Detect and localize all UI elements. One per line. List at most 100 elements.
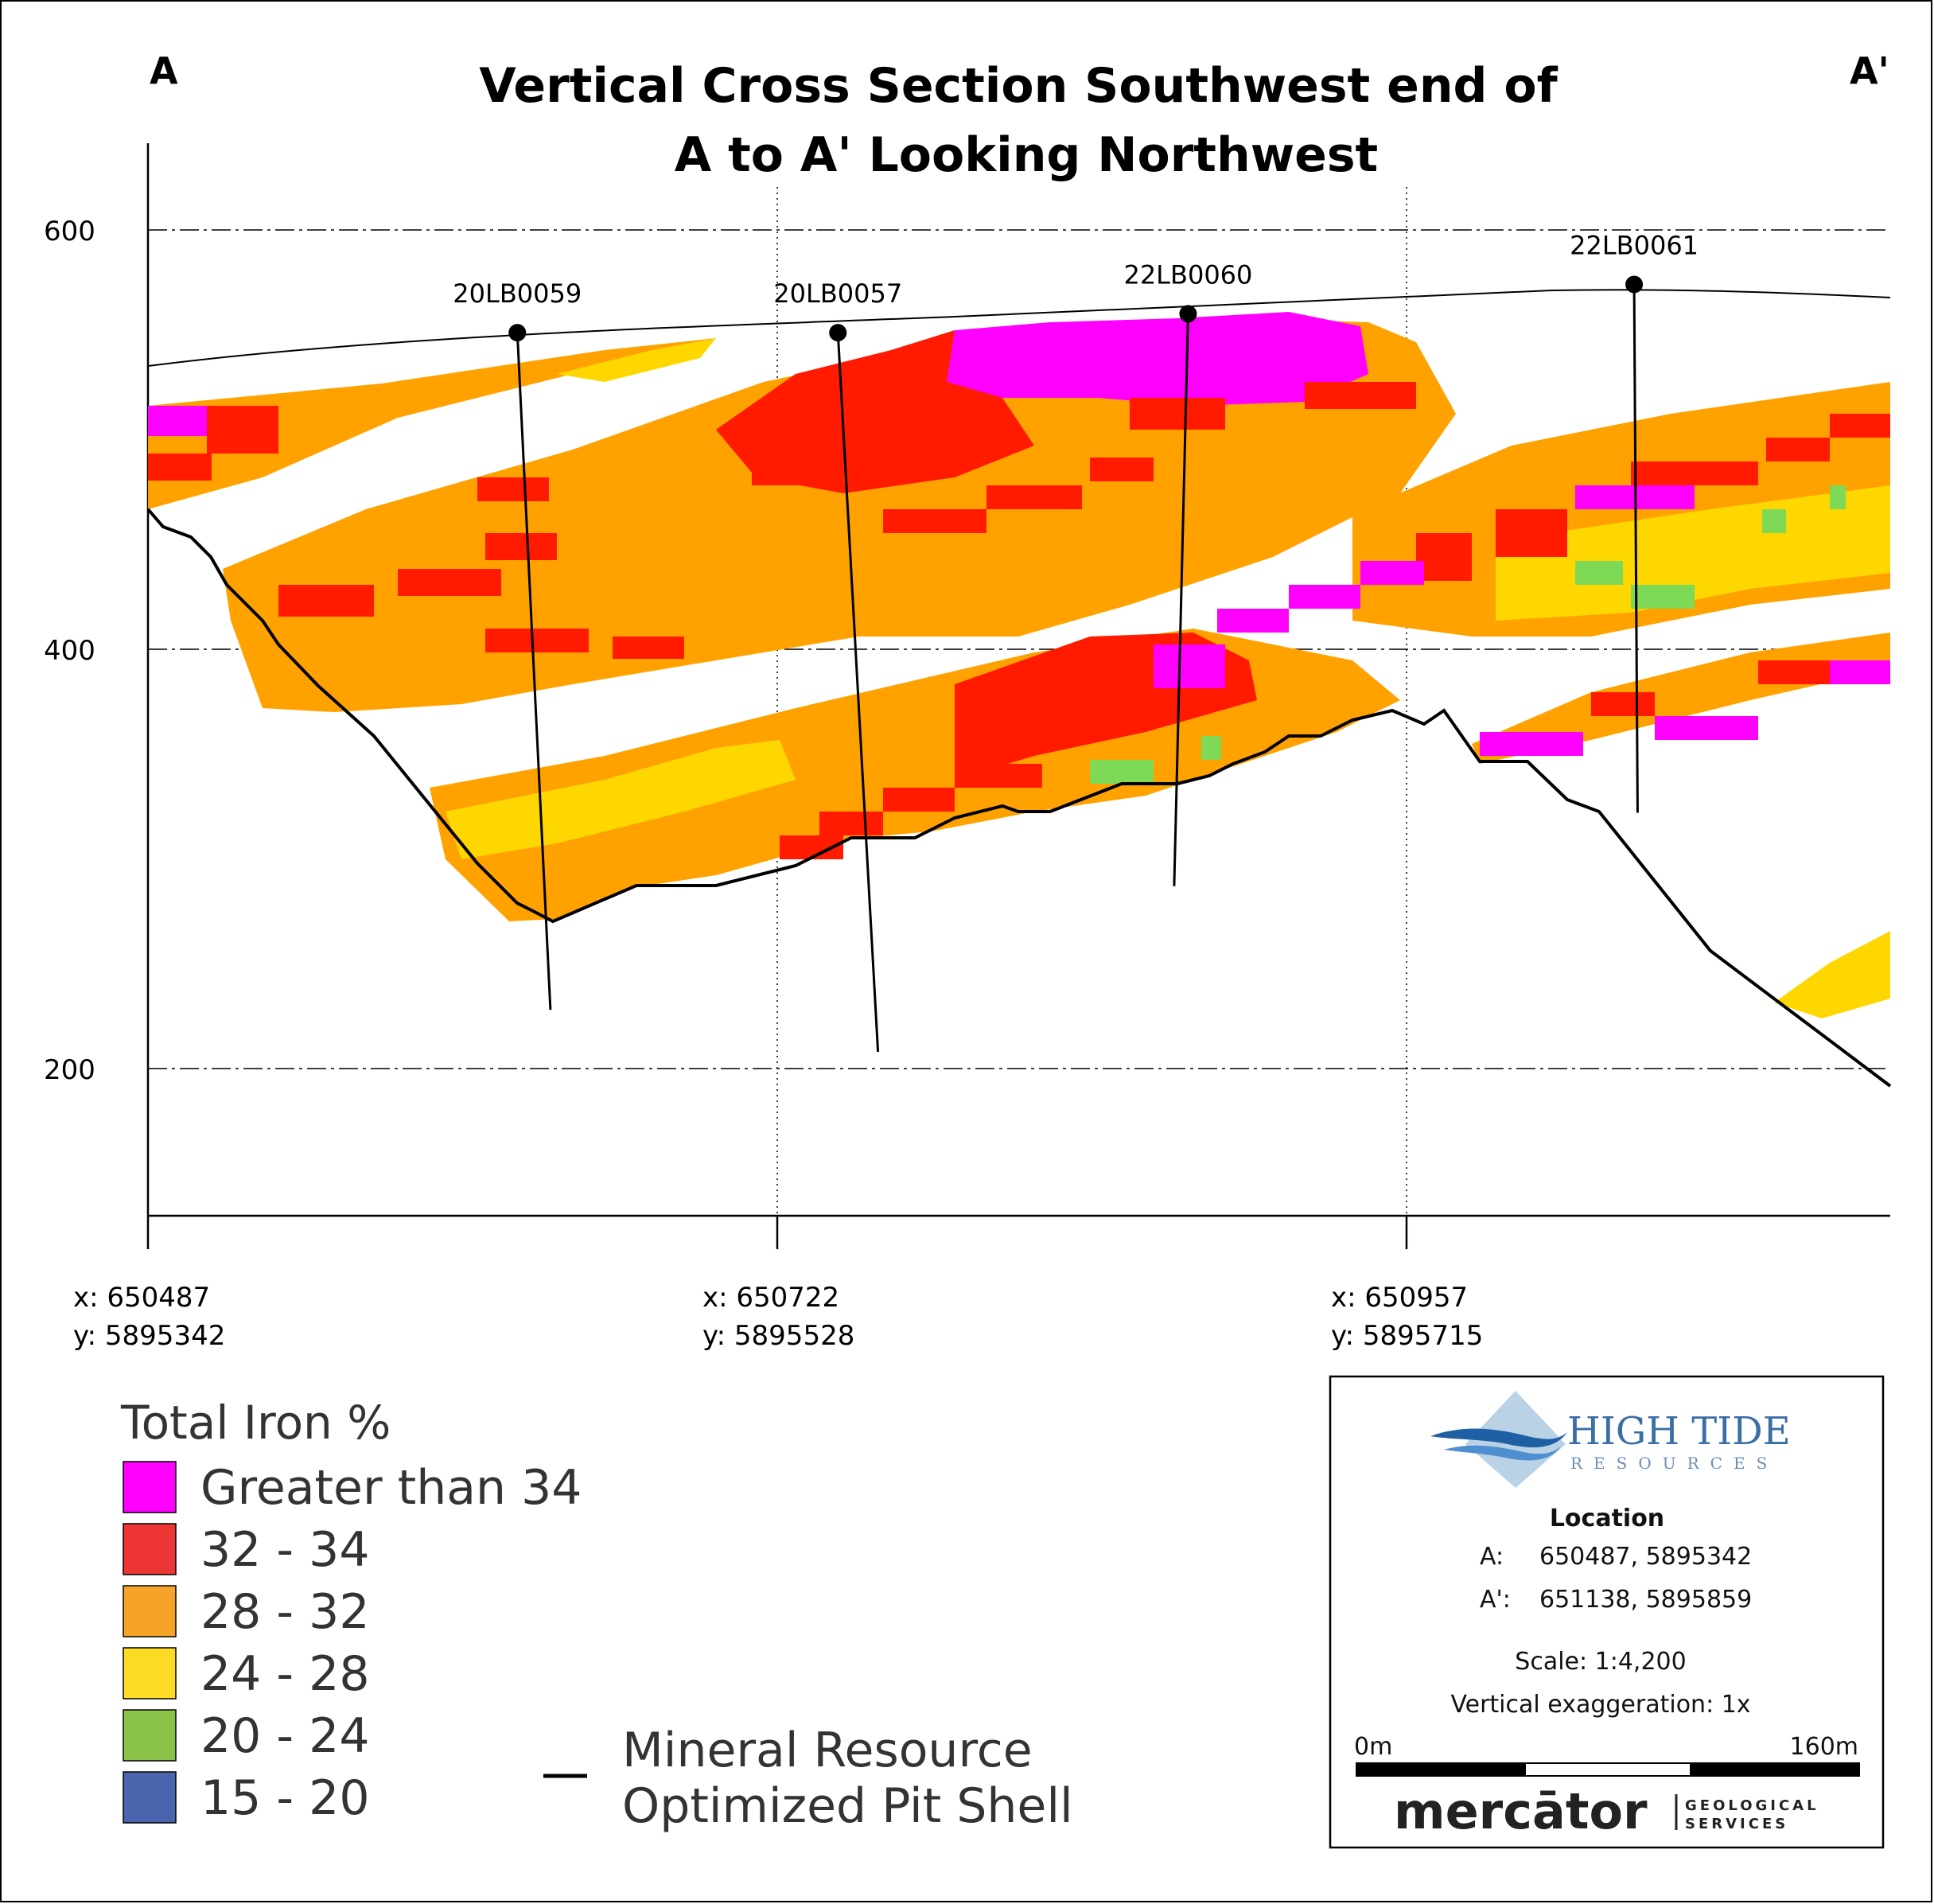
red-block-3: [1130, 398, 1225, 430]
map-title-line-1: Vertical Cross Section Southwest end of: [479, 58, 1558, 114]
scale-bar-segment-3: [1690, 1763, 1859, 1776]
info-box: HIGH TIDE RESOURCES Location A: 650487, …: [1329, 1375, 1885, 1849]
legend-label-28-32: 28 - 32: [200, 1584, 370, 1640]
consultant-name: mercātor: [1394, 1782, 1648, 1840]
green-block-5: [1762, 509, 1786, 533]
easting-label-3-y: y: 5895715: [1331, 1320, 1483, 1352]
red-block-24: [1758, 660, 1830, 684]
vertical-exaggeration-text: Vertical exaggeration: 1x: [1450, 1691, 1750, 1719]
red-block-14: [613, 637, 684, 659]
drillhole-collar-2: [829, 324, 847, 342]
legend-item-32-34: 32 - 34: [123, 1522, 370, 1578]
legend-swatch-32-34: [123, 1523, 177, 1575]
magenta-zone-top: [947, 312, 1368, 406]
yellow-band-far-right: [1774, 931, 1890, 1018]
legend-label-32-34: 32 - 34: [200, 1522, 370, 1578]
magenta-block-6: [1154, 644, 1225, 688]
drillhole-collar-4: [1625, 275, 1644, 294]
location-a-label: A:: [1480, 1543, 1504, 1571]
red-block-5: [1090, 458, 1154, 481]
scale-text: Scale: 1:4,200: [1515, 1648, 1686, 1676]
company-logo: HIGH TIDE RESOURCES: [1430, 1391, 1791, 1488]
magenta-block-3: [1360, 561, 1424, 585]
consultant-sub-2: SERVICES: [1685, 1816, 1788, 1832]
scale-bar-segment-1: [1356, 1763, 1526, 1776]
easting-label-1-y: y: 5895342: [73, 1320, 225, 1352]
block-model: [148, 312, 1890, 1018]
green-block-3: [1575, 561, 1623, 585]
location-a-value: 650487, 5895342: [1539, 1543, 1752, 1571]
drillholes: 20LB0059 20LB0057 22LB0060 22LB0061: [453, 231, 1699, 1053]
drillhole-label-3: 22LB0060: [1123, 259, 1252, 290]
magenta-block-9: [1480, 732, 1583, 756]
red-block-1: [207, 406, 278, 454]
legend-item-20-24: 20 - 24: [123, 1708, 370, 1764]
green-block-6: [1830, 485, 1846, 509]
legend-swatch-15-20: [123, 1771, 177, 1824]
logo-wave-icon: [1430, 1428, 1567, 1448]
legend-label-15-20: 15 - 20: [200, 1770, 370, 1826]
elev-tick-400: 400: [44, 635, 95, 667]
legend-label-gt34: Greater than 34: [200, 1460, 582, 1516]
drillhole-trace-4: [1632, 284, 1639, 813]
elev-tick-600: 600: [44, 216, 95, 247]
pit-shell-line: [146, 508, 1892, 1088]
magenta-block-8: [1830, 660, 1890, 684]
magenta-block-7: [1655, 716, 1758, 740]
red-block-10: [485, 533, 557, 560]
legend-item-gt34: Greater than 34: [123, 1460, 582, 1516]
drillhole-collar-3: [1179, 305, 1197, 323]
red-block-8: [752, 461, 815, 485]
red-block-4: [1305, 382, 1416, 409]
drillhole-label-1: 20LB0059: [453, 278, 582, 309]
easting-label-2-y: y: 5895528: [702, 1320, 854, 1352]
drillhole-trace-3: [1173, 313, 1189, 886]
scale-bar-end: 160m: [1790, 1733, 1858, 1761]
magenta-block-5: [1217, 609, 1289, 633]
section-end-label: A': [1850, 49, 1889, 92]
logo-wave-2-icon: [1444, 1445, 1561, 1461]
legend-item-24-28: 24 - 28: [123, 1646, 370, 1702]
topographic-surface: [147, 289, 1891, 367]
easting-label-1-x: x: 650487: [73, 1282, 210, 1314]
consultant-logo: mercātor GEOLOGICAL SERVICES: [1394, 1782, 1819, 1840]
yellow-zone-upper-left: [557, 338, 716, 382]
scale-bar-start: 0m: [1354, 1733, 1392, 1761]
green-block-4: [1631, 585, 1695, 609]
drillhole-label-4: 22LB0061: [1570, 231, 1699, 261]
green-block-1: [1090, 760, 1154, 784]
drillhole-collar-1: [508, 324, 527, 342]
red-block-18: [1766, 438, 1830, 461]
red-block-22: [883, 788, 955, 812]
legend-swatch-20-24: [123, 1709, 177, 1762]
legend-item-28-32: 28 - 32: [123, 1584, 370, 1640]
red-block-9: [477, 477, 549, 501]
drillhole-label-2: 20LB0057: [773, 278, 902, 309]
red-block-11: [398, 569, 501, 596]
red-block-17: [1631, 461, 1758, 485]
legend-swatch-24-28: [123, 1647, 177, 1700]
green-block-2: [1201, 736, 1221, 760]
easting-label-2-x: x: 650722: [702, 1282, 839, 1314]
legend-title: Total Iron %: [120, 1396, 391, 1450]
red-zone-top: [716, 330, 1034, 493]
consultant-sub-1: GEOLOGICAL: [1685, 1797, 1819, 1814]
legend-item-15-20: 15 - 20: [123, 1770, 370, 1826]
red-block-20: [955, 764, 1042, 788]
red-block-15: [1416, 533, 1472, 581]
drillhole-trace-2: [836, 333, 880, 1053]
elev-tick-200: 200: [44, 1054, 95, 1086]
section-start-label: A: [150, 49, 178, 92]
legend-swatch-28-32: [123, 1585, 177, 1637]
location-heading: Location: [1550, 1505, 1664, 1532]
legend: Total Iron % Greater than 34 32 - 34 28 …: [120, 1396, 1073, 1834]
legend-swatch-gt34: [123, 1461, 177, 1513]
red-block-19: [1830, 414, 1890, 438]
yellow-zone-right: [1496, 485, 1890, 621]
legend-label-24-28: 24 - 28: [200, 1646, 370, 1702]
company-subname: RESOURCES: [1570, 1454, 1778, 1473]
red-block-25: [1591, 692, 1655, 716]
red-block-12: [278, 585, 374, 617]
